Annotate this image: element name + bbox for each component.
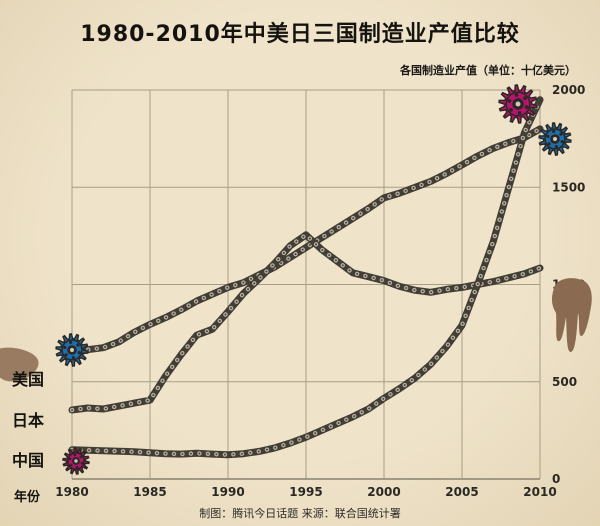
footer-credit: 制图：腾讯今日话题 来源：联合国统计署: [199, 507, 401, 520]
x-tick-label: 1980: [55, 485, 88, 499]
y-tick-label: 500: [552, 375, 577, 389]
series-label-china: 中国: [12, 451, 45, 470]
y-tick-label: 2000: [552, 83, 585, 97]
usa-start-gear: [55, 333, 89, 367]
series-label-japan: 日本: [12, 411, 45, 430]
x-tick-label: 1985: [133, 485, 166, 499]
usa-end-gear: [538, 122, 572, 156]
china-start-gear: [62, 447, 90, 475]
x-tick-label: 1990: [211, 485, 244, 499]
china-end-gear: [498, 84, 538, 124]
y-tick-label: 0: [552, 472, 560, 486]
paint-smear-right: [551, 278, 592, 353]
page-title: 1980-2010年中美日三国制造业产值比较: [80, 22, 520, 47]
x-tick-label: 2000: [367, 485, 400, 499]
x-tick-label: 2010: [523, 485, 556, 499]
x-tick-label: 2005: [445, 485, 478, 499]
series-line-usa: [68, 125, 544, 358]
series-label-usa: 美国: [12, 370, 45, 389]
paint-smear-left: [0, 347, 39, 382]
y-tick-label: 1500: [552, 180, 585, 194]
series-line-japan: [68, 231, 544, 414]
series-line-china: [68, 96, 544, 459]
x-axis-name: 年份: [14, 490, 41, 505]
unit-label: 各国制造业产值（单位：十亿美元）: [400, 64, 576, 77]
x-tick-label: 1995: [289, 485, 322, 499]
